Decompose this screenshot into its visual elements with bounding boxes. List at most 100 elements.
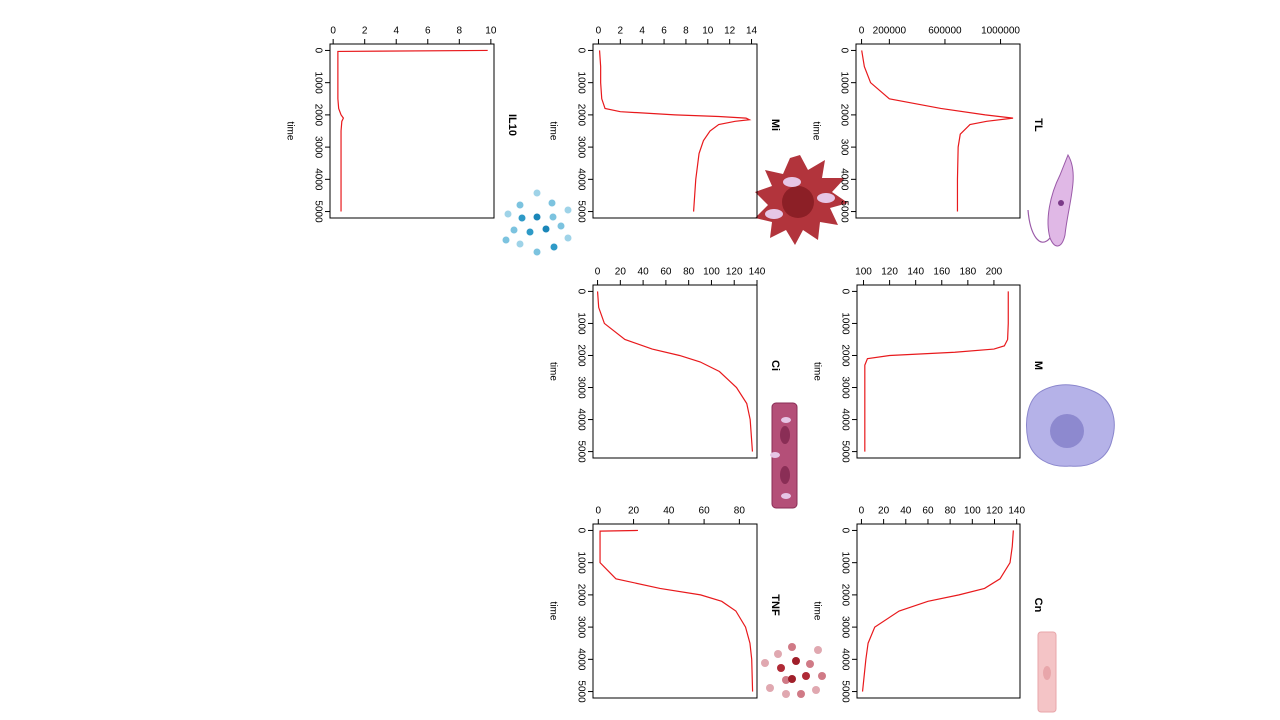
x-tick-label: 5000 (838, 200, 849, 223)
x-tick-label: 2000 (575, 344, 586, 367)
y-tick-label: 140 (749, 267, 766, 278)
y-tick-label: 200000 (873, 26, 907, 37)
il10-icon (502, 189, 572, 256)
axis-label: time (810, 122, 821, 141)
plot-frame (856, 523, 1021, 699)
plot-frame (855, 43, 1021, 219)
y-tick-label: 60 (922, 506, 934, 517)
chart-title: TNF (769, 594, 781, 616)
chart: 0 20 40 60 80 0 1000 2000 3000 4000 5000 time TNF (547, 506, 781, 703)
y-tick-label: 120 (881, 267, 898, 278)
y-tick-label: 600000 (928, 26, 962, 37)
y-tick-label: 100 (855, 267, 872, 278)
x-tick-label: 3000 (839, 376, 850, 399)
x-tick-label: 0 (575, 48, 586, 54)
y-tick-label: 8 (683, 26, 689, 37)
y-tick-label: 14 (746, 26, 758, 37)
y-tick-label: 2 (618, 26, 624, 37)
y-tick-label: 40 (663, 506, 675, 517)
y-tick-label: 0 (859, 26, 865, 37)
y-tick-label: 180 (959, 267, 976, 278)
y-tick-label: 10 (702, 26, 714, 37)
x-tick-label: 2000 (839, 344, 850, 367)
chart-title: Cn (1032, 598, 1044, 613)
tnf-icon (761, 643, 826, 698)
x-tick-label: 2000 (839, 584, 850, 607)
x-tick-label: 0 (839, 528, 850, 534)
y-tick-label: 120 (986, 506, 1003, 517)
y-tick-label: 100 (964, 506, 981, 517)
y-tick-label: 60 (699, 506, 711, 517)
x-tick-label: 0 (839, 289, 850, 295)
x-tick-label: 2000 (575, 584, 586, 607)
x-tick-label: 4000 (575, 168, 586, 191)
plot-frame (592, 284, 758, 459)
m-icon (1026, 384, 1115, 467)
y-tick-label: 0 (596, 506, 602, 517)
chart-title: IL10 (506, 114, 518, 136)
x-tick-label: 0 (575, 289, 586, 295)
chart-title: Mi (769, 119, 781, 131)
y-tick-label: 80 (683, 267, 695, 278)
y-tick-label: 100 (703, 267, 720, 278)
y-tick-label: 0 (859, 506, 865, 517)
y-tick-label: 0 (330, 26, 336, 37)
x-tick-label: 5000 (575, 680, 586, 703)
x-tick-label: 4000 (575, 648, 586, 671)
cn-icon (1037, 631, 1057, 713)
axis-label: time (811, 602, 822, 621)
plot-frame (592, 43, 758, 219)
x-tick-label: 3000 (312, 136, 323, 159)
x-tick-label: 2000 (312, 104, 323, 127)
tl-icon (1027, 153, 1074, 247)
data-line (861, 50, 1014, 212)
chart: 100 120 140 160 180 200010002000300040005000t… (811, 267, 1044, 464)
x-tick-label: 0 (312, 48, 323, 54)
x-tick-label: 1000 (575, 552, 586, 575)
x-tick-label: 1000 (839, 552, 850, 575)
chart: 0 20 40 60 80 100 120 140 0 1000 2000 3000 4000 5000 t… (811, 506, 1044, 703)
data-line (337, 49, 488, 212)
x-tick-label: 3000 (575, 136, 586, 159)
axis-label: time (547, 122, 558, 141)
x-tick-label: 4000 (839, 408, 850, 431)
y-tick-label: 10 (485, 26, 497, 37)
chart: 0 20 40 60 80 100 120 140 0 1000 2000 3000 4000 5000 t… (547, 267, 781, 464)
x-tick-label: 0 (575, 528, 586, 534)
data-line (599, 529, 754, 692)
axis-label: time (284, 122, 295, 141)
x-tick-label: 300 (838, 139, 849, 156)
x-tick-label: 3000 (839, 616, 850, 639)
plot-frame (592, 523, 758, 699)
chart-title: TL (1032, 118, 1044, 132)
x-tick-label: 0 (838, 48, 849, 54)
y-tick-label: 1000000 (981, 26, 1020, 37)
x-tick-label: 5000 (575, 440, 586, 463)
mi-icon (755, 155, 848, 245)
x-tick-label: 3000 (575, 376, 586, 399)
x-tick-label: 5000 (312, 200, 323, 223)
y-tick-label: 140 (1008, 506, 1025, 517)
chart: 0 2 4 6 8 10 12 14 0 1000 2000 3000 4000 5000 time Mi (547, 26, 781, 223)
y-tick-label: 60 (660, 267, 672, 278)
x-tick-label: 1000 (575, 72, 586, 95)
y-tick-label: 8 (457, 26, 463, 37)
ci-icon (770, 402, 798, 509)
x-tick-label: 1000 (838, 72, 849, 95)
x-tick-label: 3000 (575, 616, 586, 639)
y-tick-label: 2 (362, 26, 368, 37)
y-tick-label: 200 (986, 267, 1003, 278)
x-tick-label: 1000 (575, 312, 586, 335)
y-tick-label: 12 (724, 26, 736, 37)
y-tick-label: 20 (615, 267, 627, 278)
chart: 0 2 4 6 8 10 0 1000 2000 3000 4000 5000 time IL10 (284, 26, 518, 223)
y-tick-label: 6 (661, 26, 667, 37)
data-line (861, 530, 1014, 692)
x-tick-label: 4000 (838, 168, 849, 191)
x-tick-label: 1000 (839, 312, 850, 335)
y-tick-label: 40 (900, 506, 912, 517)
y-tick-label: 4 (393, 26, 399, 37)
chart: 0 200000 600000 1000000 0 1000 2000 300 4000 5000… (810, 26, 1044, 223)
